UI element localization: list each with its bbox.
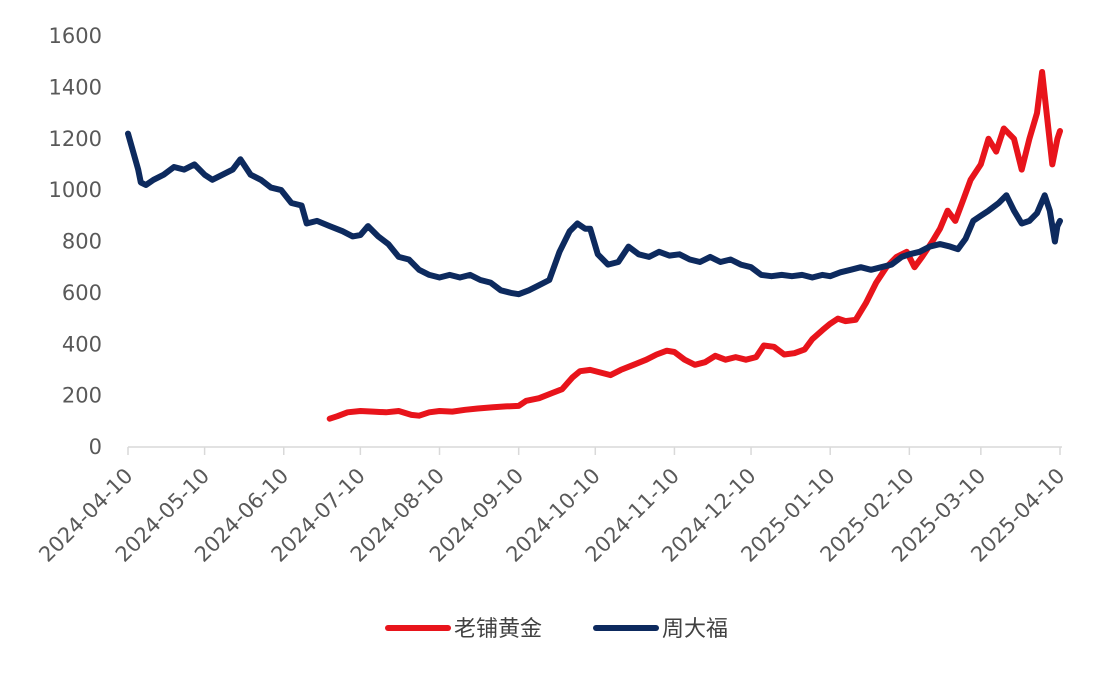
series-line-2	[125, 130, 1063, 298]
x-axis-ticks: 2024-04-102024-05-102024-06-102024-07-10…	[34, 447, 1070, 567]
y-axis-ticks: 0 200 400 600 800 1000 1200 1400 1600	[49, 24, 102, 459]
legend-label: 周大福	[662, 617, 728, 642]
y-tick-label: 1000	[49, 178, 102, 202]
y-tick-label: 1600	[49, 24, 102, 48]
y-tick-label: 1400	[49, 75, 102, 99]
legend: 老铺黄金 周大福	[385, 617, 728, 642]
y-tick-label: 200	[62, 384, 102, 408]
y-tick-label: 800	[62, 230, 102, 254]
y-tick-label: 600	[62, 281, 102, 305]
series-lines	[125, 69, 1063, 422]
series-line-1	[326, 69, 1063, 422]
y-tick-label: 400	[62, 332, 102, 356]
y-tick-label: 1200	[49, 127, 102, 151]
legend-label: 老铺黄金	[454, 617, 542, 642]
y-tick-label: 0	[89, 435, 102, 459]
